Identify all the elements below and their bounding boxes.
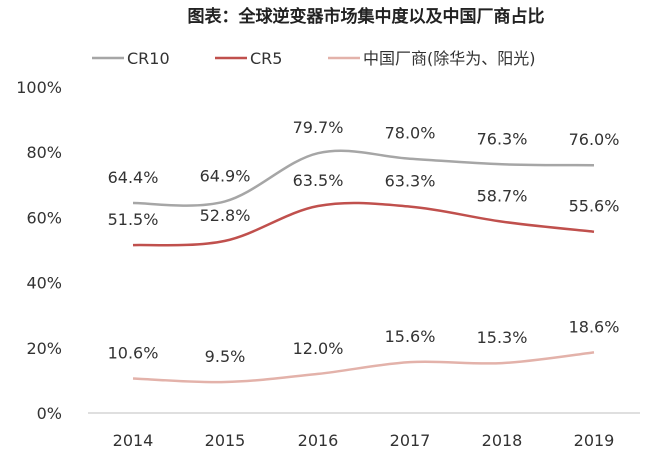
y-tick-label: 60% <box>26 208 62 227</box>
data-label: 63.3% <box>385 172 436 191</box>
x-tick-label: 2016 <box>298 431 339 450</box>
data-label: 18.6% <box>569 317 620 336</box>
legend-label: 中国厂商(除华为、阳光) <box>363 49 536 68</box>
series-line-2 <box>132 351 595 384</box>
x-tick-label: 2015 <box>205 431 246 450</box>
series-line-0 <box>132 149 595 207</box>
x-tick-label: 2018 <box>482 431 523 450</box>
legend-label: CR5 <box>250 49 282 68</box>
y-tick-label: 80% <box>26 143 62 162</box>
data-label: 64.9% <box>200 166 251 185</box>
data-label: 15.3% <box>477 328 528 347</box>
data-label: 9.5% <box>205 347 246 366</box>
data-label: 55.6% <box>569 197 620 216</box>
data-label: 12.0% <box>293 339 344 358</box>
axes: 0% 20% 40% 60% 80% 100% 2014 2015 2016 2017 2018 20… <box>16 78 640 450</box>
data-label: 76.0% <box>569 130 620 149</box>
data-label: 78.0% <box>385 124 436 143</box>
x-tick-label: 2019 <box>574 431 615 450</box>
data-label: 58.7% <box>477 187 528 206</box>
legend: CR10 CR5 中国厂商(除华为、阳光) <box>92 49 536 68</box>
legend-label: CR10 <box>127 49 170 68</box>
series-line-1 <box>132 201 595 247</box>
data-label: 51.5% <box>108 210 159 229</box>
chart-title: 图表：全球逆变器市场集中度以及中国厂商占比 <box>188 6 545 27</box>
y-tick-label: 0% <box>37 404 62 423</box>
y-tick-label: 100% <box>16 78 62 97</box>
y-tick-label: 40% <box>26 274 62 293</box>
y-tick-label: 20% <box>26 339 62 358</box>
data-label: 63.5% <box>293 171 344 190</box>
series-group: 64.4% 64.9% 79.7% 78.0% 76.3% 76.0% 51.5% 52.8%… <box>108 118 620 384</box>
x-tick-label: 2014 <box>113 431 154 450</box>
data-label: 10.6% <box>108 343 159 362</box>
data-label: 76.3% <box>477 129 528 148</box>
x-tick-label: 2017 <box>390 431 431 450</box>
data-label: 64.4% <box>108 168 159 187</box>
data-label: 79.7% <box>293 118 344 137</box>
data-label: 15.6% <box>385 327 436 346</box>
data-label: 52.8% <box>200 206 251 225</box>
